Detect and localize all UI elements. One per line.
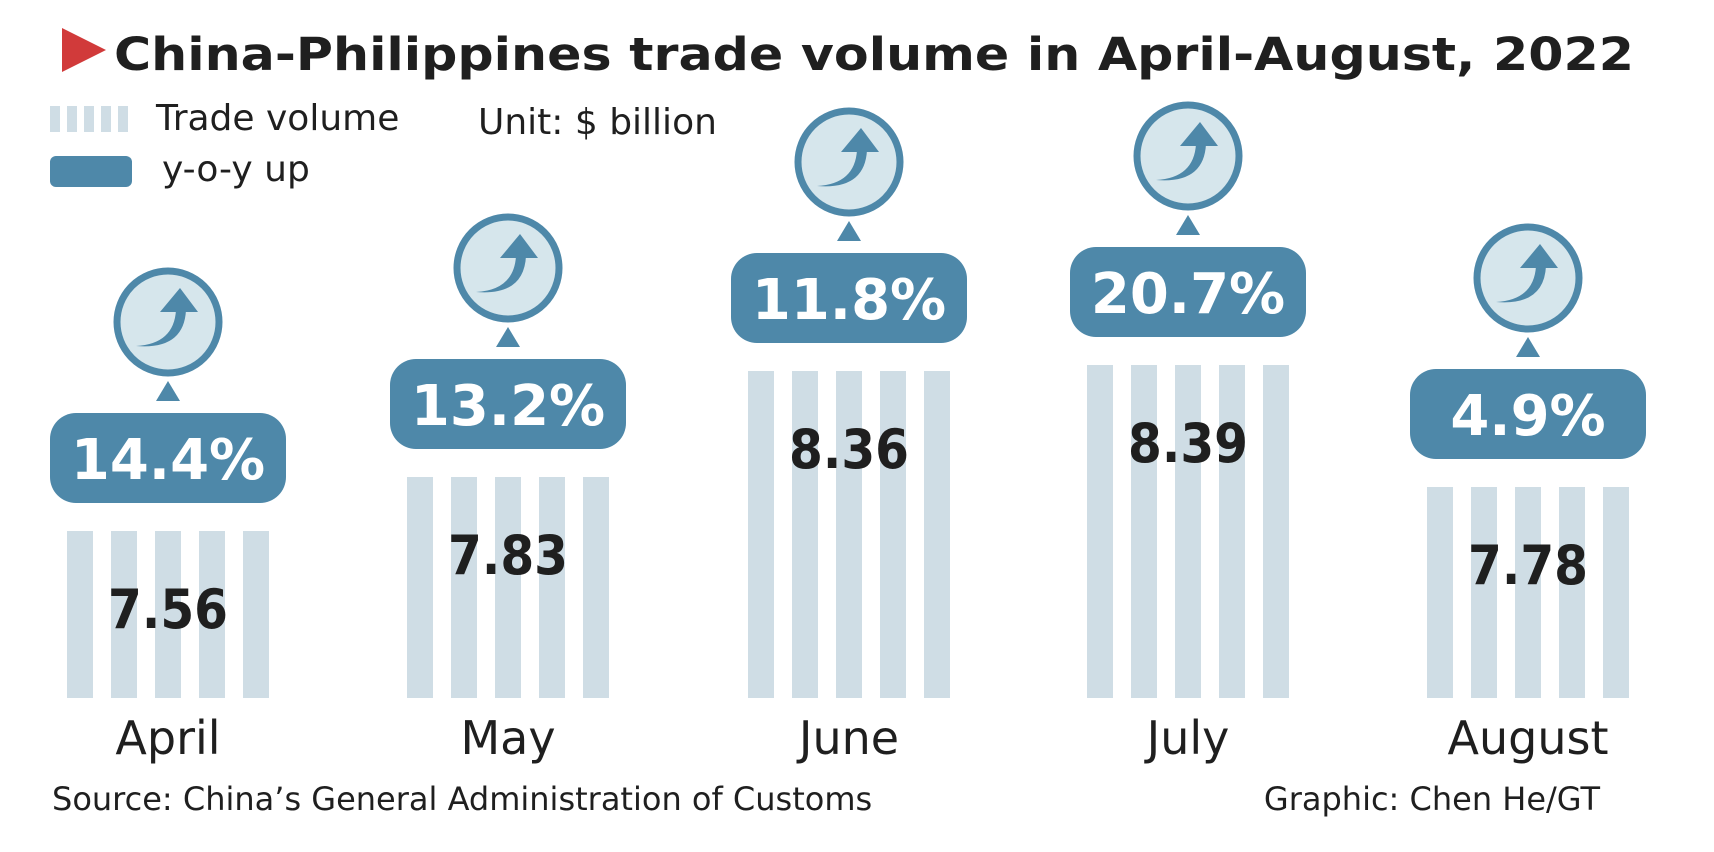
source-note: Source: China’s General Administration o… xyxy=(52,780,872,818)
pointer-triangle-icon xyxy=(837,221,861,241)
trend-up-arrow-icon xyxy=(794,107,904,217)
bar-stripe xyxy=(1603,487,1629,698)
trend-up-arrow-icon xyxy=(1133,101,1243,211)
bar-stripe xyxy=(199,531,225,698)
bar-stripe xyxy=(451,477,477,698)
bar-stripe xyxy=(880,371,906,698)
bar-stripe xyxy=(1559,487,1585,698)
bar-stripe xyxy=(1131,365,1157,698)
bar-value-label: 7.78 xyxy=(1468,534,1588,597)
yoy-badge xyxy=(1410,369,1646,459)
legend-swatch-yoy xyxy=(50,156,132,187)
pointer-triangle-icon xyxy=(1176,215,1200,235)
bar-stripe xyxy=(1087,365,1113,698)
unit-label: Unit: $ billion xyxy=(478,102,717,143)
bar-stripe xyxy=(1515,487,1541,698)
bar-stripe xyxy=(924,371,950,698)
pointer-triangle-icon xyxy=(156,381,180,401)
bar-stripe xyxy=(1427,487,1453,698)
month-label-july: July xyxy=(1144,711,1230,765)
month-label-may: May xyxy=(460,711,555,765)
bar-stripe xyxy=(67,531,93,698)
trend-up-arrow-icon xyxy=(113,267,223,377)
bar-june: 8.36 xyxy=(748,371,950,698)
bar-stripe xyxy=(495,477,521,698)
bar-stripe xyxy=(243,531,269,698)
bar-group-june: 8.36 11.8% June xyxy=(731,107,967,765)
bar-stripe xyxy=(539,477,565,698)
bar-group-july: 8.39 20.7% July xyxy=(1070,101,1306,765)
chart-plot-area: 7.5614.4%April7.8313.2%May8.3611.8%June8… xyxy=(50,101,1646,765)
graphic-credit: Graphic: Chen He/GT xyxy=(1264,780,1601,818)
yoy-badge xyxy=(390,359,626,449)
bar-april: 7.56 xyxy=(67,531,269,698)
bar-group-august: 7.78 4.9% August xyxy=(1410,223,1646,765)
yoy-badge xyxy=(731,253,967,343)
legend-label-trade-volume: Trade volume xyxy=(155,98,399,139)
bar-stripe xyxy=(1263,365,1289,698)
bar-may: 7.83 xyxy=(407,477,609,698)
month-label-august: August xyxy=(1448,711,1609,765)
bar-stripe xyxy=(792,371,818,698)
trend-up-arrow-icon xyxy=(1473,223,1583,333)
bar-value-label: 7.56 xyxy=(108,578,228,641)
yoy-value-label: 20.7% xyxy=(1091,262,1285,327)
bar-stripe xyxy=(1219,365,1245,698)
yoy-value-label: 14.4% xyxy=(71,428,265,493)
yoy-badge xyxy=(1070,247,1306,337)
bar-stripe xyxy=(748,371,774,698)
yoy-badge xyxy=(50,413,286,503)
bar-stripe xyxy=(1175,365,1201,698)
yoy-value-label: 4.9% xyxy=(1450,384,1605,449)
bar-stripe xyxy=(155,531,181,698)
legend-swatch-trade-volume xyxy=(50,106,128,132)
title-marker-icon xyxy=(62,28,106,72)
month-label-june: June xyxy=(796,711,899,765)
legend-label-yoy: y-o-y up xyxy=(162,149,310,190)
bar-stripe xyxy=(583,477,609,698)
yoy-value-label: 13.2% xyxy=(411,374,605,439)
bar-stripe xyxy=(1471,487,1497,698)
month-label-april: April xyxy=(115,711,220,765)
bar-stripe xyxy=(836,371,862,698)
bar-stripe xyxy=(407,477,433,698)
pointer-triangle-icon xyxy=(496,327,520,347)
pointer-triangle-icon xyxy=(1516,337,1540,357)
bar-group-may: 7.83 13.2% May xyxy=(390,213,626,765)
yoy-value-label: 11.8% xyxy=(752,268,946,333)
bar-july: 8.39 xyxy=(1087,365,1289,698)
bar-value-label: 8.36 xyxy=(789,418,909,481)
bar-group-april: 7.56 14.4% April xyxy=(50,267,286,765)
trend-up-arrow-icon xyxy=(453,213,563,323)
chart-title: China-Philippines trade volume in April-… xyxy=(114,28,1634,81)
bar-august: 7.78 xyxy=(1427,487,1629,698)
bar-value-label: 7.83 xyxy=(448,524,568,587)
bar-value-label: 8.39 xyxy=(1128,412,1248,475)
bar-stripe xyxy=(111,531,137,698)
